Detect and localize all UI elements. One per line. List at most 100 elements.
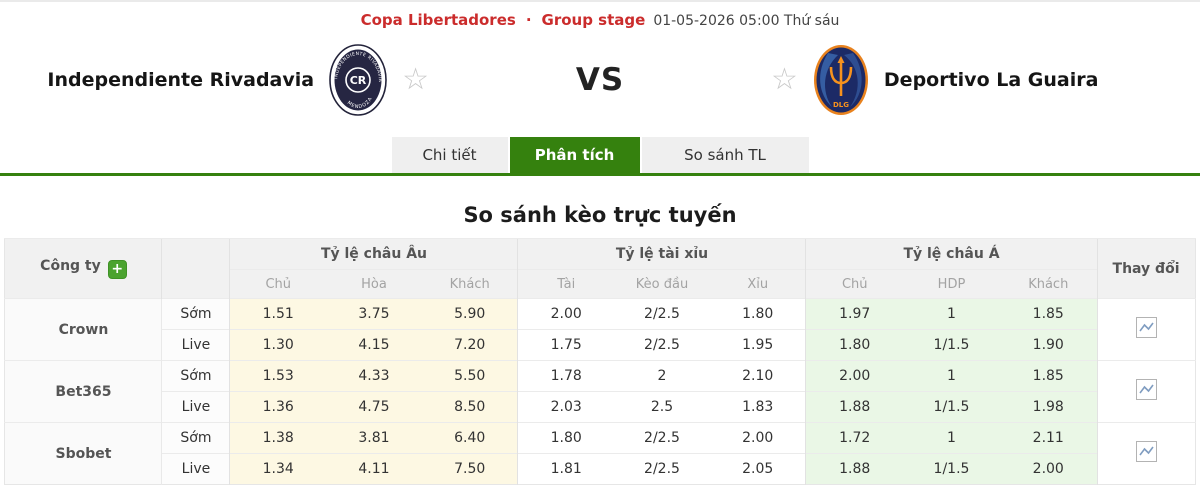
ah-odds-cell: 1.88: [805, 453, 903, 485]
eu-odds-cell: 5.50: [421, 360, 518, 392]
eu-odds-cell: 4.15: [325, 329, 422, 361]
match-header: Independiente Rivadavia INDEPENDIENTE RI…: [0, 37, 1200, 123]
line-chart-icon[interactable]: [1135, 441, 1157, 462]
favorite-star-icon[interactable]: ☆: [771, 62, 798, 97]
ou-odds-cell: 2.5: [613, 391, 710, 423]
ou-odds-cell: 1.75: [517, 329, 614, 361]
ah-odds-cell: 2.11: [999, 422, 1098, 454]
eu-odds-cell: 1.36: [229, 391, 326, 423]
eu-odds-cell: 1.53: [229, 360, 326, 392]
home-team: Independiente Rivadavia INDEPENDIENTE RI…: [0, 44, 515, 116]
ou-odds-cell: 1.81: [517, 453, 614, 485]
tabs-underline: Chi tiết Phân tích So sánh TL: [0, 137, 1200, 176]
tab-chi-tiet[interactable]: Chi tiết: [391, 137, 508, 173]
ou-odds-cell: 2: [613, 360, 710, 392]
european-odds-group-header: Tỷ lệ châu Âu: [229, 238, 518, 270]
eu-odds-cell: 5.90: [421, 298, 518, 330]
match-datetime: 01-05-2026 05:00 Thứ sáu: [653, 13, 840, 29]
eu-odds-cell: 1.34: [229, 453, 326, 485]
eu-odds-cell: 3.75: [325, 298, 422, 330]
odds-row: Live 1.34 4.11 7.50 1.81 2/2.5 2.05 1.88 1/1.5 2.…: [5, 453, 1195, 485]
bookmaker-name: Sbobet: [4, 422, 162, 485]
eu-draw-header: Hòa: [325, 269, 422, 299]
eu-odds-cell: 1.30: [229, 329, 326, 361]
eu-odds-cell: 3.81: [325, 422, 422, 454]
ah-odds-cell: 1/1.5: [902, 329, 1000, 361]
home-team-name: Independiente Rivadavia: [47, 69, 315, 91]
line-chart-icon[interactable]: [1135, 379, 1157, 400]
vs-label: VS: [575, 62, 625, 98]
odds-table-body: Crown Sớm 1.51 3.75 5.90 2.00 2/2.5 1.80 1.97 1 1.…: [4, 298, 1196, 485]
company-column-header: Công ty +: [4, 238, 162, 299]
ah-odds-cell: 1.80: [805, 329, 903, 361]
ou-odds-cell: 1.95: [709, 329, 806, 361]
ou-under-header: Xỉu: [709, 269, 806, 299]
ah-odds-cell: 1.88: [805, 391, 903, 423]
odds-row: Live 1.36 4.75 8.50 2.03 2.5 1.83 1.88 1/1.5 1.98: [5, 391, 1195, 423]
ou-odds-cell: 1.83: [709, 391, 806, 423]
ah-away-header: Khách: [999, 269, 1098, 299]
ah-odds-cell: 1: [902, 360, 1000, 392]
ou-odds-cell: 1.78: [517, 360, 614, 392]
ou-odds-cell: 1.80: [709, 298, 806, 330]
odds-row: Bet365 Sớm 1.53 4.33 5.50 1.78 2 2.10 2.00 1 1.85: [4, 360, 1196, 423]
odds-row: Live 1.30 4.15 7.20 1.75 2/2.5 1.95 1.80 1/1.5 1.…: [5, 329, 1195, 361]
tab-so-sanh-tl[interactable]: So sánh TL: [641, 137, 809, 173]
ou-odds-cell: 1.80: [517, 422, 614, 454]
eu-odds-cell: 1.38: [229, 422, 326, 454]
ou-odds-cell: 2/2.5: [613, 453, 710, 485]
odds-row: Sbobet Sớm 1.38 3.81 6.40 1.80 2/2.5 2.00 1.72 1 2…: [4, 422, 1196, 485]
ou-odds-cell: 2.00: [517, 298, 614, 330]
stage-link[interactable]: Group stage: [541, 11, 646, 29]
ah-odds-cell: 1/1.5: [902, 453, 1000, 485]
ou-line-header: Kèo đầu: [613, 269, 710, 299]
odds-change-cell: [1096, 360, 1196, 423]
ah-odds-cell: 2.00: [999, 453, 1098, 485]
ah-line-header: HDP: [902, 269, 1000, 299]
favorite-star-icon[interactable]: ☆: [402, 62, 429, 97]
eu-odds-cell: 8.50: [421, 391, 518, 423]
eu-home-header: Chủ: [229, 269, 326, 299]
tab-phan-tich[interactable]: Phân tích: [509, 137, 640, 173]
eu-odds-cell: 7.20: [421, 329, 518, 361]
ah-odds-cell: 1.90: [999, 329, 1098, 361]
ah-odds-cell: 1/1.5: [902, 391, 1000, 423]
section-title: So sánh kèo trực tuyến: [463, 203, 737, 227]
add-company-icon[interactable]: +: [107, 260, 127, 279]
eu-odds-cell: 7.50: [421, 453, 518, 485]
odds-row-type: Sớm: [161, 298, 230, 330]
odds-row-type: Live: [161, 329, 230, 361]
bookmaker-name: Bet365: [4, 360, 162, 423]
ah-odds-cell: 2.00: [805, 360, 903, 392]
odds-row: Crown Sớm 1.51 3.75 5.90 2.00 2/2.5 1.80 1.97 1 1.…: [4, 298, 1196, 361]
row-type-column-header: [161, 238, 230, 299]
separator-dot: ·: [525, 11, 532, 29]
eu-odds-cell: 4.33: [325, 360, 422, 392]
over-under-group-header: Tỷ lệ tài xỉu: [517, 238, 806, 270]
away-team-logo: DLG: [813, 45, 868, 115]
odds-row-type: Sớm: [161, 360, 230, 392]
line-chart-icon[interactable]: [1135, 317, 1157, 338]
ou-odds-cell: 2.00: [709, 422, 806, 454]
odds-row-type: Live: [161, 453, 230, 485]
odds-change-cell: [1096, 422, 1196, 485]
ah-home-header: Chủ: [805, 269, 903, 299]
league-link[interactable]: Copa Libertadores: [360, 11, 516, 29]
ou-odds-cell: 2.03: [517, 391, 614, 423]
ah-odds-cell: 1: [902, 422, 1000, 454]
eu-odds-cell: 6.40: [421, 422, 518, 454]
ou-odds-cell: 2/2.5: [613, 298, 710, 330]
tabs-bar: Chi tiết Phân tích So sánh TL: [0, 137, 1200, 173]
away-team: ☆ DLG Deportivo La Guaira: [685, 44, 1200, 116]
away-team-name: Deportivo La Guaira: [883, 69, 1099, 91]
asian-handicap-group-header: Tỷ lệ châu Á: [805, 238, 1098, 270]
odds-row-type: Sớm: [161, 422, 230, 454]
ah-odds-cell: 1.98: [999, 391, 1098, 423]
eu-odds-cell: 1.51: [229, 298, 326, 330]
bookmaker-name: Crown: [4, 298, 162, 361]
ou-odds-cell: 2.05: [709, 453, 806, 485]
ou-odds-cell: 2/2.5: [613, 422, 710, 454]
ah-odds-cell: 1.97: [805, 298, 903, 330]
odds-row-type: Live: [161, 391, 230, 423]
